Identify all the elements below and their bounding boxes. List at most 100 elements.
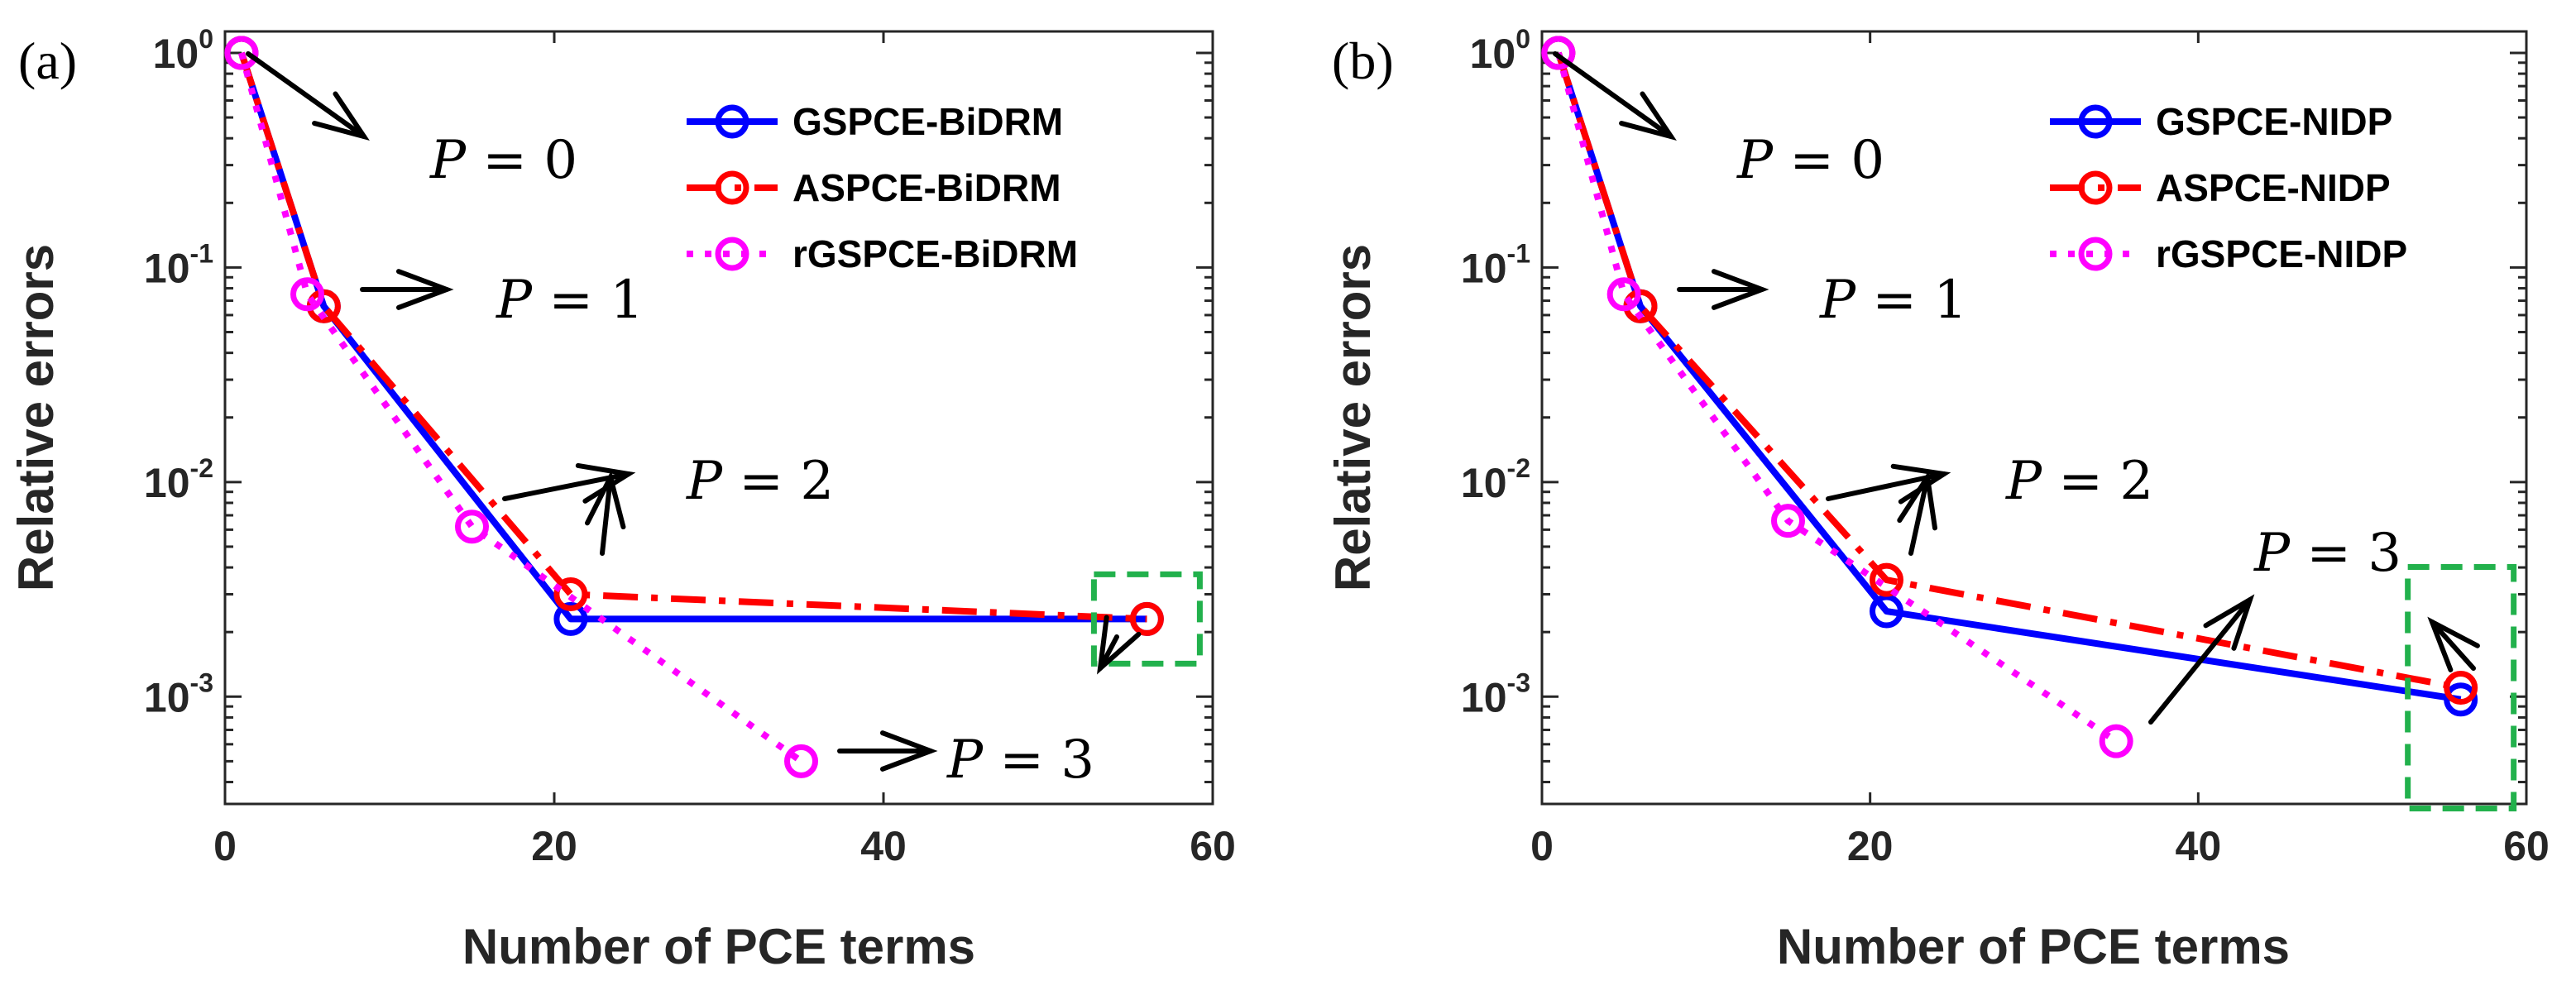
annotation-value: = 3 [2290, 523, 2401, 584]
highlight-box [1090, 571, 1203, 667]
x-tick-label: 0 [213, 823, 237, 869]
x-tick-label: 40 [860, 823, 907, 869]
annotation-arrow-2-head [575, 462, 636, 504]
annotation-value: = 0 [466, 130, 577, 191]
annotation-arrow-0-head [312, 91, 370, 141]
x-tick-label: 60 [1190, 823, 1236, 869]
annotation-arrow-extra-head [585, 470, 626, 530]
legend-marker-aspce-bidrm [715, 170, 749, 205]
y-tick-base: 10 [1470, 31, 1516, 77]
annotation-arrow-1-head [395, 269, 454, 310]
annotation-variable: P [1736, 130, 1774, 191]
annotation-value: = 2 [722, 451, 834, 512]
annotation-arrow-box-head [2427, 616, 2480, 672]
annotation-arrow-box-head [1097, 615, 1142, 675]
y-tick-base: 10 [1461, 460, 1507, 506]
annotation-value: = 0 [1773, 130, 1884, 191]
annotation-label: P = 1 [1819, 270, 1967, 331]
highlight-box [2405, 564, 2517, 812]
legend-label-gspce-nidp: GSPCE-NIDP [2156, 100, 2392, 143]
legend-marker-rgspce-bidrm [715, 237, 749, 271]
y-tick-label: 10-2 [1461, 453, 1530, 506]
y-tick-exponent: -2 [190, 453, 213, 483]
series-line-gspce-nidp [1555, 51, 2462, 703]
axes-frame [223, 30, 1214, 806]
annotation-arrow-3-shaft [2148, 597, 2253, 725]
annotation-variable: P [2005, 451, 2042, 512]
y-tick-exponent: 0 [1515, 24, 1530, 54]
x-tick-label: 60 [2503, 823, 2550, 869]
annotation-arrow-0-head [1619, 91, 1677, 141]
annotation-arrow-extra-shaft [1908, 475, 1930, 556]
x-tick-label: 0 [1530, 823, 1554, 869]
annotation-label: P = 0 [429, 130, 577, 191]
annotation-label: P = 3 [946, 730, 1094, 791]
legend: GSPCE-BiDRM ASPCE-BiDRM rGSPCE-BiDRM [687, 100, 1078, 275]
annotation-arrow-box-shaft [2430, 619, 2476, 671]
annotation-arrow-extra-shaft [600, 475, 613, 556]
annotation-variable: P [946, 730, 984, 791]
annotation-label: P = 0 [1736, 130, 1884, 191]
x-axis-title: Number of PCE terms [1777, 919, 2290, 974]
legend-label-gspce-bidrm: GSPCE-BiDRM [792, 100, 1063, 143]
y-tick-base: 10 [144, 460, 190, 506]
annotation-arrow-extra-head [1897, 470, 1938, 531]
legend-marker-rgspce-nidp [2078, 237, 2113, 271]
y-tick-exponent: 0 [199, 24, 213, 54]
data-point-rgspce-bidrm [455, 509, 489, 544]
annotation-variable: P [686, 451, 723, 512]
annotation-variable: P [429, 130, 467, 191]
panel-label: (b) [1332, 31, 1394, 90]
annotation-variable: P [1819, 270, 1856, 331]
y-tick-base: 10 [144, 674, 190, 720]
annotation-label: P = 3 [2253, 523, 2401, 584]
y-tick-exponent: -3 [190, 667, 213, 697]
data-point-rgspce-nidp [1771, 504, 1805, 538]
data-point-rgspce-bidrm [224, 36, 259, 70]
y-tick-base: 10 [1461, 245, 1507, 291]
y-tick-label: 10-1 [144, 238, 213, 291]
x-tick-label: 20 [1847, 823, 1894, 869]
y-axis-title: Relative errors [1325, 244, 1381, 591]
y-tick-exponent: -2 [1507, 453, 1530, 483]
annotation-arrow-0-shaft [1553, 51, 1673, 139]
data-point-aspce-nidp [2444, 671, 2478, 706]
x-tick-label: 40 [2176, 823, 2222, 869]
legend-label-rgspce-bidrm: rGSPCE-BiDRM [792, 232, 1078, 275]
legend-marker-gspce-bidrm [715, 104, 749, 139]
annotation-label: P = 1 [496, 270, 644, 331]
data-point-gspce-nidp [2444, 682, 2478, 717]
y-tick-base: 10 [1461, 674, 1507, 720]
series-line-gspce-bidrm [238, 51, 1147, 623]
data-point-aspce-nidp [1870, 562, 1903, 597]
x-axis-title: Number of PCE terms [462, 919, 975, 974]
data-point-aspce-bidrm [553, 576, 588, 611]
legend-label-aspce-bidrm: ASPCE-BiDRM [792, 166, 1061, 209]
data-point-gspce-bidrm [553, 601, 588, 636]
y-tick-label: 10-3 [144, 667, 213, 720]
y-tick-label: 10-2 [144, 453, 213, 506]
data-point-rgspce-nidp [2099, 724, 2133, 758]
series-line-aspce-nidp [1555, 51, 2462, 691]
data-point-gspce-nidp [1870, 594, 1903, 629]
y-tick-exponent: -3 [1507, 667, 1530, 697]
data-point-rgspce-bidrm [784, 744, 818, 778]
y-tick-base: 10 [144, 245, 190, 291]
y-axis-title: Relative errors [8, 244, 64, 591]
y-tick-label: 10-3 [1461, 667, 1530, 720]
data-point-rgspce-nidp [1606, 277, 1641, 312]
annotation-label: P = 2 [2005, 451, 2153, 512]
legend-label-aspce-nidp: ASPCE-NIDP [2156, 166, 2391, 209]
y-tick-label: 100 [153, 24, 213, 77]
annotation-variable: P [496, 270, 533, 331]
annotation-variable: P [2253, 523, 2291, 584]
annotation-value: = 1 [1855, 270, 1967, 331]
annotation-value: = 3 [983, 730, 1094, 791]
annotation-label: P = 2 [686, 451, 834, 512]
y-tick-label: 10-1 [1461, 238, 1530, 291]
annotation-arrow-3-head [2203, 594, 2255, 651]
annotation-arrow-3-head [879, 730, 938, 772]
data-point-rgspce-nidp [1541, 36, 1576, 70]
